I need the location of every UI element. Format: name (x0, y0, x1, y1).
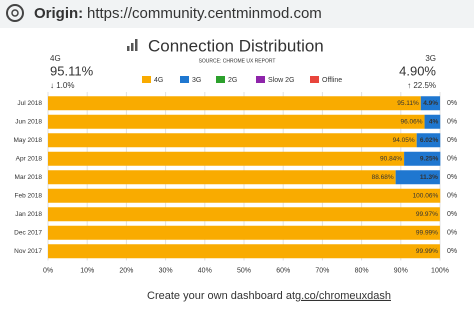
y-tick-label: Mar 2018 (15, 174, 43, 181)
value-label: 4% (429, 118, 439, 125)
bar-segment (48, 114, 425, 129)
value-label: 0% (447, 211, 457, 218)
x-tick-label: 60% (276, 267, 290, 274)
value-label: 99.99% (416, 229, 438, 236)
bar-segment (48, 225, 440, 240)
value-label: 0% (447, 100, 457, 107)
legend-swatch (180, 76, 189, 83)
bar-segment (48, 96, 421, 111)
title-icon (127, 39, 138, 51)
bar-segment (48, 244, 440, 259)
value-label: 94.05% (393, 137, 415, 144)
bar-segment (48, 170, 396, 185)
legend-swatch (256, 76, 265, 83)
value-label: 96.06% (401, 118, 423, 125)
value-label: 4.9% (423, 100, 438, 107)
value-label: 0% (447, 119, 457, 126)
y-tick-label: Jun 2018 (15, 118, 42, 125)
y-tick-label: Nov 2017 (14, 248, 42, 255)
footer-link[interactable]: g.co/chromeuxdash (295, 290, 391, 302)
value-label: 100.06% (413, 192, 439, 199)
value-label: 0% (447, 248, 457, 255)
value-label: 11.3% (420, 174, 438, 181)
x-tick-label: 100% (431, 267, 449, 274)
legend-label: Offline (322, 77, 342, 84)
value-label: 90.84% (380, 155, 402, 162)
legend-label: Slow 2G (268, 77, 294, 84)
x-tick-label: 90% (394, 267, 408, 274)
value-label: 88.68% (372, 174, 394, 181)
value-label: 0% (447, 156, 457, 163)
y-tick-label: Apr 2018 (16, 155, 43, 162)
summary-name: 4G (50, 54, 61, 63)
x-tick-label: 40% (198, 267, 212, 274)
bar-segment (424, 114, 441, 129)
value-label: 95.11% (397, 100, 419, 107)
bar-segment (404, 151, 441, 166)
origin-url: https://community.centminmod.com (87, 5, 322, 22)
x-tick-label: 80% (355, 267, 369, 274)
x-tick-label: 0% (43, 267, 53, 274)
bar-segment (48, 207, 440, 222)
y-tick-label: Dec 2017 (14, 229, 42, 236)
legend-label: 2G (228, 77, 237, 84)
summary-name: 3G (425, 54, 436, 63)
legend-label: 4G (154, 77, 163, 84)
legend-label: 3G (192, 77, 201, 84)
summary-change: ↓ 1.0% (50, 81, 74, 90)
summary-change: ↑ 22.5% (407, 81, 436, 90)
y-tick-label: Feb 2018 (15, 192, 43, 199)
x-tick-label: 30% (159, 267, 173, 274)
legend-swatch (310, 76, 319, 83)
y-tick-label: Jul 2018 (17, 100, 42, 107)
legend-swatch (142, 76, 151, 83)
bar-segment (395, 170, 440, 185)
chrome-icon (6, 4, 24, 22)
plot: 4G 3G 2G Slow 2G Offline 0% 10% 20% 30% 40% 50% 60%… (13, 76, 457, 274)
value-label: 0% (447, 137, 457, 144)
y-tick-label: Jan 2018 (15, 211, 42, 218)
bar-segment (420, 96, 441, 111)
x-tick-label: 70% (315, 267, 329, 274)
header-bar (0, 0, 474, 28)
bar-segment (48, 133, 417, 148)
footer-text: Create your own dashboard at (147, 290, 295, 302)
value-label: 99.97% (416, 211, 438, 218)
chart-title: Connection Distribution (148, 36, 324, 55)
origin-label: Origin: (34, 5, 83, 22)
value-label: 6.02% (420, 137, 439, 144)
value-label: 0% (447, 230, 457, 237)
legend-swatch (216, 76, 225, 83)
summary-value: 95.11% (50, 63, 94, 78)
x-tick-label: 50% (237, 267, 251, 274)
bar-segment (416, 133, 441, 148)
bar-segment (48, 188, 441, 203)
value-label: 9.25% (420, 155, 439, 162)
bar-segment (48, 151, 405, 166)
x-tick-label: 10% (80, 267, 94, 274)
value-label: 99.99% (416, 248, 438, 255)
y-tick-label: May 2018 (13, 137, 42, 144)
value-label: 0% (447, 174, 457, 181)
value-label: 0% (447, 193, 457, 200)
summary-value: 4.90% (399, 63, 436, 78)
chart-subtitle: SOURCE: CHROME UX REPORT (199, 58, 276, 64)
x-tick-label: 20% (119, 267, 133, 274)
